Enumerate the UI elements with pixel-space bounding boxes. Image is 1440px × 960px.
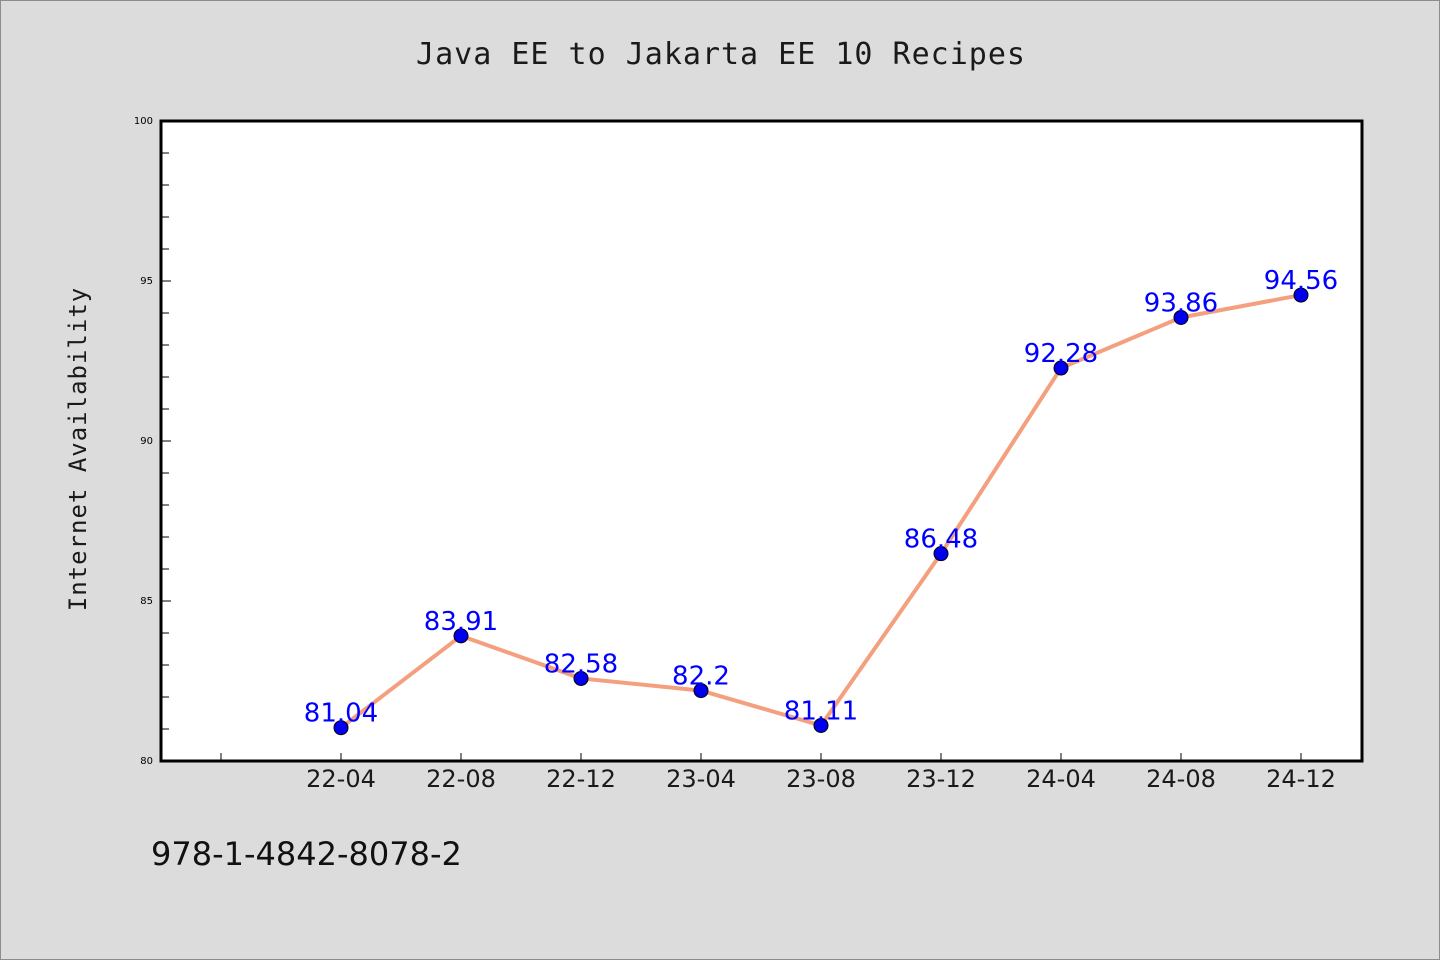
data-label: 82.2 [672, 662, 730, 692]
y-tick-label: 80 [140, 756, 153, 767]
y-tick-label: 85 [140, 596, 153, 607]
data-point [693, 683, 709, 699]
data-point [333, 720, 349, 736]
x-axis-ticks: 22-04 22-08 22-12 23-04 23-08 23-12 24-04 24-08… [220, 753, 1336, 793]
data-point [1293, 287, 1309, 303]
x-tick-label: 23-12 [906, 765, 976, 793]
data-label: 82.58 [544, 649, 618, 679]
data-label: 83.91 [424, 607, 498, 637]
data-point [1173, 309, 1189, 325]
plot-area [159, 119, 1364, 763]
y-axis-ticks: 80 85 90 95 100 [134, 116, 171, 767]
x-tick-label: 22-08 [426, 765, 496, 793]
x-tick-label: 22-12 [546, 765, 616, 793]
data-point [933, 546, 949, 562]
isbn-text: 978-1-4842-8078-2 [151, 835, 462, 873]
data-point [573, 670, 589, 686]
data-label: 92.28 [1024, 339, 1098, 369]
data-point [1053, 360, 1069, 376]
x-tick-label: 24-04 [1026, 765, 1096, 793]
data-label: 94.56 [1264, 266, 1338, 296]
data-point [453, 628, 469, 644]
x-tick-label: 24-12 [1266, 765, 1336, 793]
y-tick-label: 95 [140, 276, 153, 287]
chart-title: Java EE to Jakarta EE 10 Recipes [416, 37, 1026, 72]
x-tick-label: 23-08 [786, 765, 856, 793]
data-label: 93.86 [1144, 288, 1218, 318]
series-layer [333, 287, 1309, 736]
y-tick-label: 90 [140, 436, 153, 447]
data-label: 81.11 [784, 696, 858, 726]
data-label: 81.04 [304, 699, 378, 729]
y-axis-label: Internet Availability [64, 287, 92, 611]
x-tick-label: 24-08 [1146, 765, 1216, 793]
x-tick-label: 22-04 [306, 765, 376, 793]
x-tick-label: 23-04 [666, 765, 736, 793]
data-point [813, 717, 829, 733]
data-labels-layer: 81.04 83.91 82.58 82.2 81.11 86.48 92.28 93.86 9… [304, 266, 1338, 729]
data-label: 86.48 [904, 525, 978, 555]
y-tick-label: 100 [134, 116, 153, 127]
